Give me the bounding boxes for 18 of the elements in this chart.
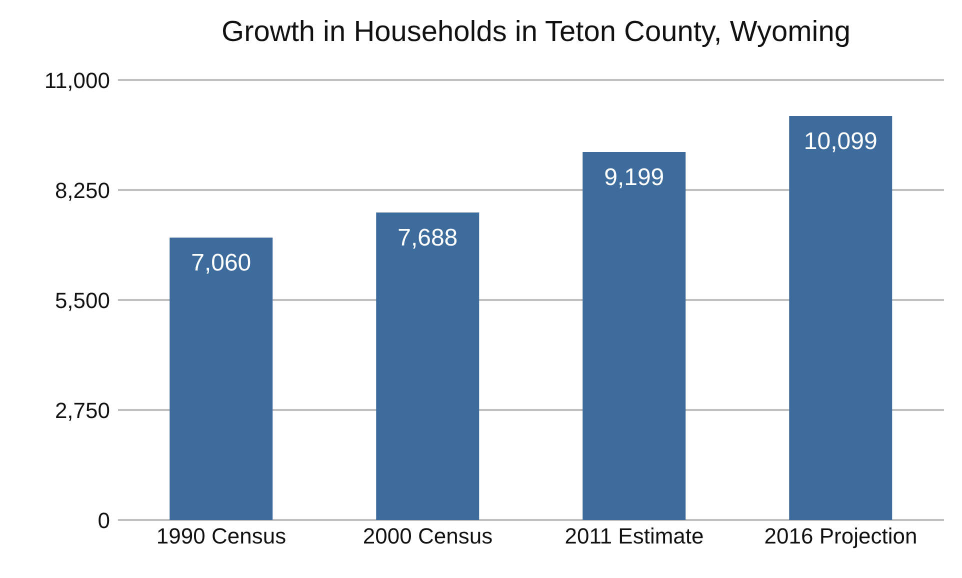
data-label: 7,688 [398,224,458,252]
x-tick-label: 1990 Census [156,524,286,549]
bar [582,152,686,520]
data-label: 10,099 [804,128,878,156]
y-tick-label: 11,000 [44,68,110,93]
bar [789,116,892,520]
y-tick-label: 0 [98,508,110,533]
bar [170,238,273,520]
bar [376,212,480,520]
data-label: 9,199 [604,164,664,192]
x-tick-label: 2016 Projection [764,524,918,549]
chart-title: Growth in Households in Teton County, Wyoming [220,15,852,50]
x-tick-label: 2000 Census [362,524,493,549]
data-label: 7,060 [191,250,252,277]
x-tick-label: 2011 Estimate [564,524,704,549]
y-tick-label: 5,500 [54,288,110,313]
y-tick-label: 8,250 [54,178,110,203]
y-tick-label: 2,750 [54,398,110,423]
